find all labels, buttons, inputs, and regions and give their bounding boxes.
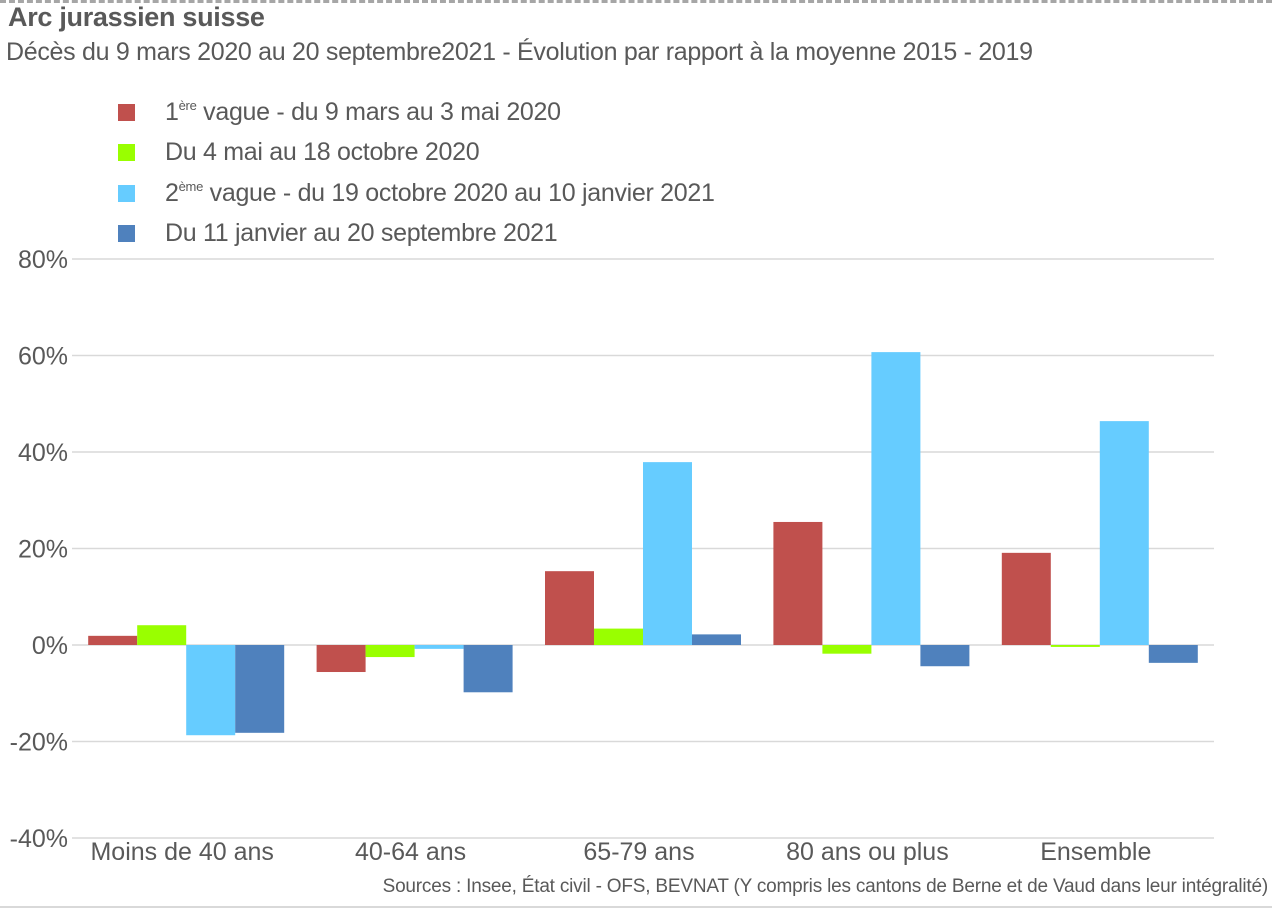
legend-swatch — [118, 144, 135, 162]
legend-label: 2ème vague - du 19 octobre 2020 au 10 ja… — [165, 178, 715, 207]
bar — [235, 645, 285, 733]
y-tick-label: 60% — [18, 343, 68, 371]
x-category-label: 80 ans ou plus — [786, 838, 949, 866]
y-tick-label: -40% — [10, 825, 68, 853]
bar — [822, 645, 872, 654]
bar — [1148, 645, 1198, 663]
bar — [414, 645, 464, 649]
legend-item: 1ère vague - du 9 mars au 3 mai 2020 — [118, 92, 715, 133]
legend-item: 2ème vague - du 19 octobre 2020 au 10 ja… — [118, 173, 715, 214]
legend: 1ère vague - du 9 mars au 3 mai 2020 Du … — [118, 92, 715, 254]
bottom-border — [0, 906, 1272, 908]
bar — [643, 462, 692, 645]
source-note: Sources : Insee, État civil - OFS, BEVNA… — [382, 876, 1269, 897]
legend-swatch — [118, 184, 135, 202]
bar — [545, 571, 594, 645]
bar — [88, 635, 138, 645]
x-category-label: Ensemble — [1040, 838, 1151, 866]
bar — [1099, 421, 1149, 645]
top-dashed-border — [0, 0, 1272, 3]
legend-label: Du 4 mai au 18 octobre 2020 — [165, 138, 480, 167]
bar — [871, 352, 921, 645]
bar — [920, 645, 970, 667]
legend-swatch — [118, 103, 135, 121]
bar — [365, 645, 415, 658]
bar — [186, 645, 236, 736]
bar — [692, 634, 741, 645]
x-category-label: Moins de 40 ans — [90, 838, 273, 866]
legend-label: 1ère vague - du 9 mars au 3 mai 2020 — [165, 97, 561, 126]
legend-swatch — [118, 225, 135, 243]
bar — [594, 628, 643, 645]
bar — [316, 645, 366, 673]
x-category-label: 65-79 ans — [583, 838, 694, 866]
x-axis-categories: Moins de 40 ans 40-64 ans 65-79 ans 80 ans … — [90, 838, 1151, 866]
y-tick-label: 40% — [18, 439, 68, 467]
y-tick-label: 0% — [32, 632, 68, 660]
chart-title: Arc jurassien suisse — [8, 2, 265, 32]
bars — [88, 352, 1198, 736]
chart-subtitle: Décès du 9 mars 2020 au 20 septembre2021… — [6, 38, 1033, 66]
legend-label: Du 11 janvier au 20 septembre 2021 — [165, 219, 558, 248]
bar — [1001, 552, 1051, 645]
bar — [137, 625, 187, 645]
y-axis-ticks: 80% 60% 40% 20% 0% -20% -40% — [10, 246, 68, 853]
legend-item: Du 4 mai au 18 octobre 2020 — [118, 133, 715, 174]
y-tick-label: -20% — [10, 729, 68, 757]
bar — [463, 645, 513, 693]
legend-item: Du 11 janvier au 20 septembre 2021 — [118, 214, 715, 255]
y-tick-label: 20% — [18, 536, 68, 564]
bar — [773, 521, 823, 645]
y-tick-label: 80% — [18, 246, 68, 274]
bar — [1050, 645, 1100, 647]
x-category-label: 40-64 ans — [355, 838, 466, 866]
